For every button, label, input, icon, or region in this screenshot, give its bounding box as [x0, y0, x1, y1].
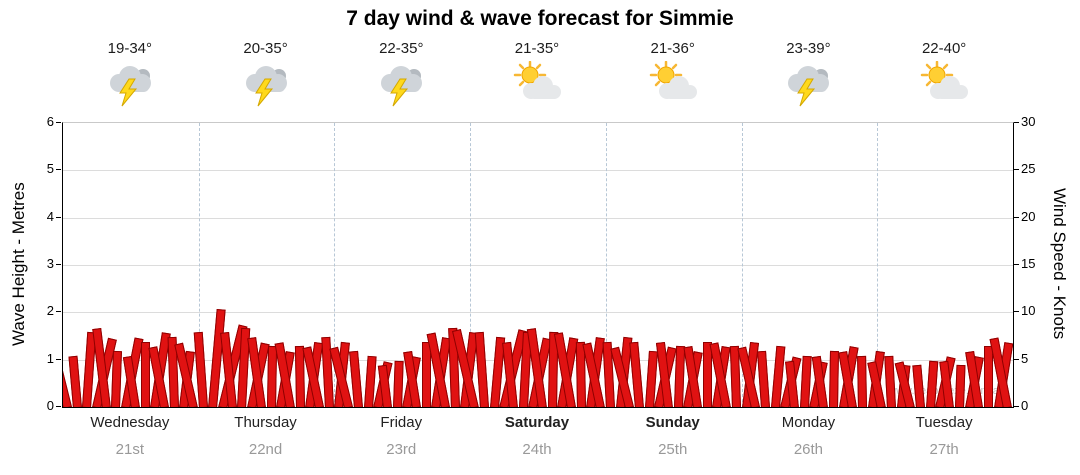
wind-bar [912, 365, 926, 407]
wind-bar [983, 346, 993, 407]
wind-bar [702, 341, 712, 407]
temp-range: 21-35° [514, 40, 560, 57]
temp-range: 23-39° [786, 40, 831, 57]
left-axis-tick-label: 1 [46, 350, 54, 366]
day-name: Thursday [234, 414, 297, 431]
left-axis-tick-mark [56, 169, 61, 171]
right-axis-title: Wind Speed - Knots [1050, 188, 1069, 340]
wind-bar [140, 341, 150, 407]
temp-range: 19-34° [107, 40, 153, 57]
wind-bar [673, 346, 685, 407]
weather-storm-icon [741, 58, 877, 110]
grid-line [63, 312, 1013, 314]
day-separator [741, 123, 743, 407]
day-date: 23rd [386, 441, 417, 458]
weather-storm-icon [62, 58, 198, 110]
day-date: 22nd [248, 441, 283, 458]
day-date: 24th [522, 441, 552, 458]
right-axis-tick-mark [1014, 358, 1019, 360]
left-axis-tick-label: 2 [46, 303, 54, 319]
wind-bar [111, 351, 123, 407]
right-axis-tick-label: 30 [1021, 114, 1036, 129]
right-axis-tick-label: 15 [1021, 256, 1036, 271]
wind-bar [856, 355, 867, 407]
day-date: 27th [929, 441, 959, 458]
right-axis-tick-mark [1014, 122, 1019, 123]
weather-storm-icon [198, 58, 334, 110]
wind-bar [828, 351, 839, 407]
right-axis-tick-mark [1014, 264, 1019, 265]
grid-line [63, 265, 1013, 266]
right-axis-tick-label: 25 [1021, 161, 1036, 177]
wind-bar [421, 341, 431, 407]
right-axis-tick-mark [1014, 406, 1019, 407]
day-date: 21st [115, 441, 145, 458]
left-axis-tick-label: 5 [46, 161, 54, 177]
chart-title: 7 day wind & wave forecast for Simmie [346, 7, 734, 30]
day-name: Wednesday [90, 414, 170, 431]
left-axis-tick-label: 0 [46, 398, 54, 413]
right-axis-tick-mark [1014, 311, 1019, 313]
left-axis-tick-mark [56, 216, 61, 218]
left-axis-tick-label: 3 [46, 256, 54, 271]
right-axis-tick-label: 20 [1021, 208, 1036, 224]
grid-line [63, 170, 1013, 172]
weather-storm-icon [333, 58, 469, 110]
left-axis-tick-mark [56, 264, 61, 265]
temp-range: 21-36° [650, 40, 695, 57]
right-axis-tick-label: 10 [1021, 303, 1036, 319]
right-axis-tick-label: 5 [1021, 350, 1029, 366]
left-axis-tick-label: 4 [46, 208, 54, 224]
left-axis-tick-mark [56, 358, 61, 360]
day-name: Monday [781, 414, 836, 431]
day-separator [198, 123, 200, 407]
right-axis-tick-mark [1014, 216, 1019, 218]
day-name: Friday [380, 414, 423, 431]
temp-range: 22-35° [379, 40, 424, 57]
right-axis-tick-label: 0 [1021, 398, 1029, 413]
day-separator [334, 123, 336, 407]
day-date: 25th [658, 441, 688, 458]
day-name: Saturday [504, 414, 570, 431]
day-name: Sunday [645, 414, 700, 431]
right-axis-tick-mark [1014, 169, 1019, 171]
day-separator [877, 123, 879, 407]
left-axis-tick-mark [56, 122, 61, 123]
day-separator [470, 123, 472, 407]
temp-range: 22-40° [921, 40, 967, 57]
plot-area: www.seabreeze.com.au [62, 122, 1014, 408]
wind-bar [954, 365, 966, 407]
weather-partly-sunny-icon [876, 58, 1012, 110]
wind-bar [392, 360, 404, 407]
left-axis-tick-label: 6 [46, 114, 54, 129]
day-separator [605, 123, 607, 407]
temp-range: 20-35° [243, 40, 288, 57]
wind-bar [474, 332, 489, 407]
wind-bar [266, 346, 277, 407]
day-date: 26th [793, 441, 824, 458]
weather-partly-sunny-icon [605, 58, 741, 110]
day-name: Tuesday [915, 414, 973, 431]
left-axis-tick-mark [56, 406, 61, 407]
grid-line [63, 217, 1013, 219]
weather-partly-sunny-icon [469, 58, 605, 110]
left-axis-tick-mark [56, 311, 61, 313]
